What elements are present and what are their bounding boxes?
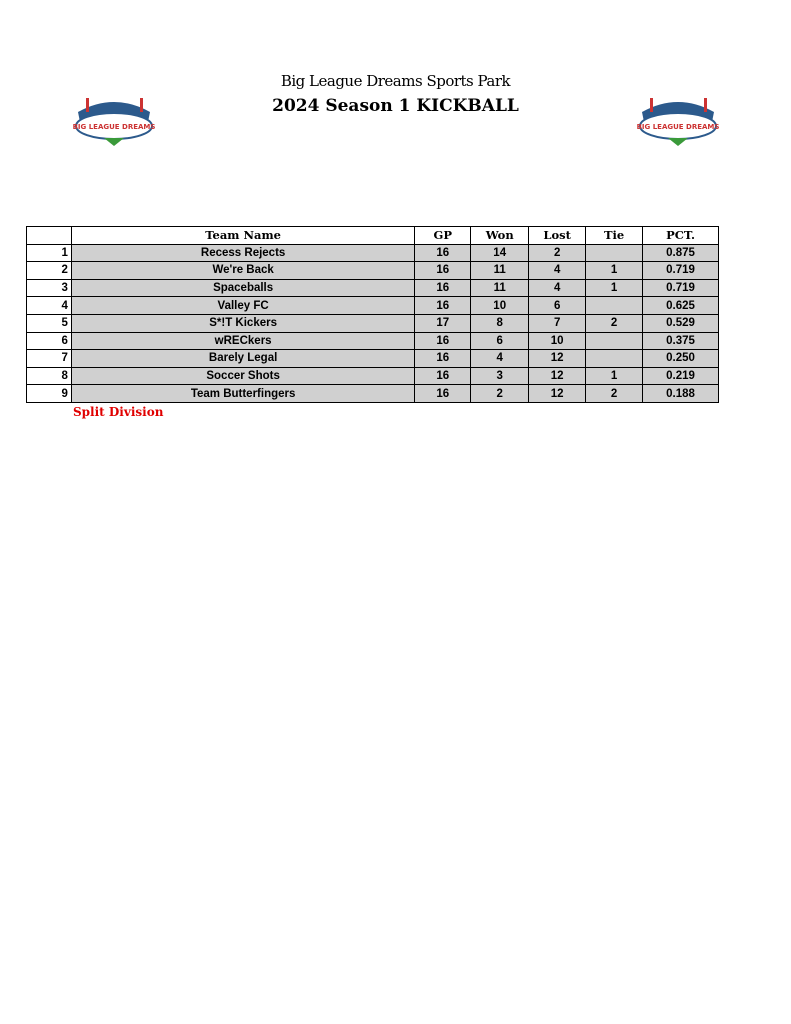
svg-text:BIG LEAGUE DREAMS: BIG LEAGUE DREAMS — [73, 123, 156, 131]
pct-cell: 0.625 — [642, 296, 719, 315]
won-cell: 8 — [470, 313, 530, 333]
rank-cell: 2 — [26, 261, 72, 280]
header-row: Team Name GP Won Lost Tie PCT. — [26, 226, 719, 245]
won-cell: 2 — [470, 384, 530, 403]
gp-cell: 16 — [414, 349, 472, 368]
pct-cell: 0.375 — [642, 331, 719, 351]
lost-cell: 10 — [528, 331, 587, 351]
column-header: Won — [470, 226, 530, 245]
won-cell: 11 — [470, 278, 530, 298]
tie-cell — [585, 243, 644, 263]
park-title: Big League Dreams Sports Park — [280, 72, 511, 90]
table-row: 7 Barely Legal 16 4 12 0.250 — [26, 349, 719, 368]
won-cell: 3 — [470, 366, 530, 386]
tie-cell: 1 — [585, 261, 644, 280]
tie-cell — [585, 296, 644, 315]
tie-cell — [585, 349, 644, 368]
rank-cell: 3 — [26, 278, 72, 298]
pct-cell: 0.875 — [642, 243, 719, 263]
rank-cell: 5 — [26, 313, 72, 333]
standings-table: Team Name GP Won Lost Tie PCT. 1 Recess Reject… — [26, 226, 719, 403]
table-row: 5 S*!T Kickers 17 8 7 2 0.529 — [26, 313, 719, 333]
rank-cell: 6 — [26, 331, 72, 351]
gp-cell: 16 — [414, 331, 472, 351]
lost-cell: 4 — [528, 261, 587, 280]
team-name-cell: Valley FC — [70, 296, 416, 315]
svg-text:BIG LEAGUE DREAMS: BIG LEAGUE DREAMS — [637, 123, 720, 131]
table-row: 2 We're Back 16 11 4 1 0.719 — [26, 261, 719, 280]
won-cell: 11 — [470, 261, 530, 280]
season-title: 2024 Season 1 KICKBALL — [272, 96, 519, 116]
lost-cell: 2 — [528, 243, 587, 263]
lost-cell: 12 — [528, 366, 587, 386]
team-name-cell: Soccer Shots — [70, 366, 416, 386]
gp-cell: 16 — [414, 278, 472, 298]
lost-cell: 12 — [528, 349, 587, 368]
won-cell: 6 — [470, 331, 530, 351]
gp-cell: 16 — [414, 366, 472, 386]
table-row: 8 Soccer Shots 16 3 12 1 0.219 — [26, 366, 719, 386]
pct-cell: 0.188 — [642, 384, 719, 403]
pct-cell: 0.219 — [642, 366, 719, 386]
pct-cell: 0.719 — [642, 261, 719, 280]
gp-cell: 16 — [414, 243, 472, 263]
gp-cell: 16 — [414, 296, 472, 315]
big-league-dreams-logo: BIG LEAGUE DREAMS — [73, 98, 156, 146]
column-header: PCT. — [642, 226, 719, 245]
team-name-cell: wRECkers — [70, 331, 416, 351]
pct-cell: 0.529 — [642, 313, 719, 333]
lost-cell: 12 — [528, 384, 587, 403]
split-division-note: Split Division — [73, 405, 164, 419]
rank-cell: 1 — [26, 243, 72, 263]
team-name-cell: We're Back — [70, 261, 416, 280]
rank-cell: 8 — [26, 366, 72, 386]
table-row: 1 Recess Rejects 16 14 2 0.875 — [26, 243, 719, 263]
rank-cell: 4 — [26, 296, 72, 315]
table-row: 6 wRECkers 16 6 10 0.375 — [26, 331, 719, 351]
tie-cell: 2 — [585, 313, 644, 333]
gp-cell: 17 — [414, 313, 472, 333]
gp-cell: 16 — [414, 261, 472, 280]
gp-cell: 16 — [414, 384, 472, 403]
column-header — [26, 226, 72, 245]
column-header: Lost — [528, 226, 587, 245]
column-header: Team Name — [70, 226, 416, 245]
team-name-cell: Spaceballs — [70, 278, 416, 298]
column-header: Tie — [585, 226, 644, 245]
won-cell: 10 — [470, 296, 530, 315]
team-name-cell: Barely Legal — [70, 349, 416, 368]
rank-cell: 7 — [26, 349, 72, 368]
won-cell: 4 — [470, 349, 530, 368]
team-name-cell: Recess Rejects — [70, 243, 416, 263]
column-header: GP — [414, 226, 472, 245]
lost-cell: 7 — [528, 313, 587, 333]
table-row: 4 Valley FC 16 10 6 0.625 — [26, 296, 719, 315]
pct-cell: 0.719 — [642, 278, 719, 298]
rank-cell: 9 — [26, 384, 72, 403]
lost-cell: 4 — [528, 278, 587, 298]
tie-cell: 1 — [585, 366, 644, 386]
big-league-dreams-logo: BIG LEAGUE DREAMS — [637, 98, 720, 146]
table-row: 9 Team Butterfingers 16 2 12 2 0.188 — [26, 384, 719, 403]
won-cell: 14 — [470, 243, 530, 263]
pct-cell: 0.250 — [642, 349, 719, 368]
tie-cell — [585, 331, 644, 351]
team-name-cell: Team Butterfingers — [70, 384, 416, 403]
table-row: 3 Spaceballs 16 11 4 1 0.719 — [26, 278, 719, 298]
tie-cell: 1 — [585, 278, 644, 298]
team-name-cell: S*!T Kickers — [70, 313, 416, 333]
tie-cell: 2 — [585, 384, 644, 403]
lost-cell: 6 — [528, 296, 587, 315]
